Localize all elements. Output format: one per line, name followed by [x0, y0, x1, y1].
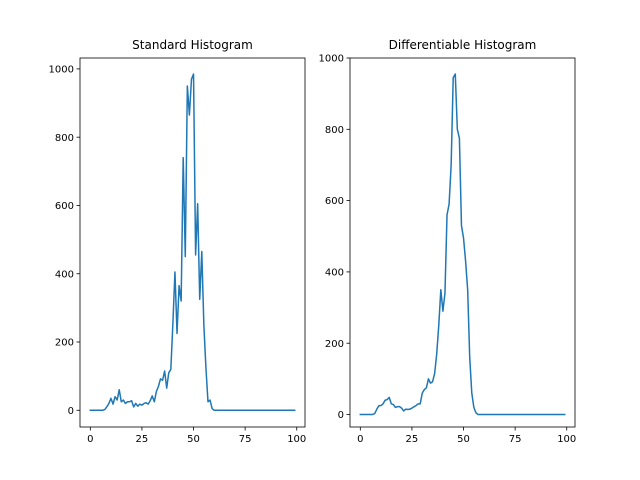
standard-x-tick-label: 25 [136, 434, 149, 445]
standard-y-tick-label: 1000 [49, 65, 74, 76]
differentiable-x-tick-label: 0 [357, 434, 363, 445]
standard-histogram-title: Standard Histogram [132, 38, 253, 52]
standard-x-tick-label: 50 [187, 434, 200, 445]
standard-y-tick-label: 0 [68, 406, 74, 417]
standard-axes-frame [79, 57, 306, 428]
differentiable-x-tick-label: 75 [509, 434, 522, 445]
standard-x-tick-label: 100 [287, 434, 306, 445]
differentiable-y-tick-label: 1000 [319, 54, 344, 65]
standard-histogram-panel: Standard Histogram 0 25 50 75 10002004006008… [49, 38, 307, 445]
standard-y-tick-label: 800 [55, 133, 74, 144]
differentiable-y-tick-label: 400 [325, 268, 344, 279]
standard-y-tick-label: 200 [55, 338, 74, 349]
differentiable-x-tick-label: 50 [457, 434, 470, 445]
differentiable-x-tick-label: 25 [406, 434, 419, 445]
standard-x-tick-label: 75 [239, 434, 252, 445]
differentiable-histogram-title: Differentiable Histogram [389, 38, 537, 52]
standard-x-tick-label: 0 [87, 434, 93, 445]
differentiable-axes-frame [349, 57, 576, 428]
differentiable-histogram-panel: Differentiable Histogram 0 25 50 75 10002004… [319, 38, 577, 445]
standard-y-tick-label: 600 [55, 201, 74, 212]
differentiable-x-tick-label: 100 [557, 434, 576, 445]
differentiable-y-tick-label: 800 [325, 125, 344, 136]
differentiable-y-tick-label: 600 [325, 196, 344, 207]
differentiable-y-tick-label: 200 [325, 339, 344, 350]
differentiable-histogram-line [359, 73, 566, 416]
standard-histogram-line [89, 73, 296, 412]
differentiable-y-tick-label: 0 [338, 410, 344, 421]
standard-y-tick-label: 400 [55, 269, 74, 280]
